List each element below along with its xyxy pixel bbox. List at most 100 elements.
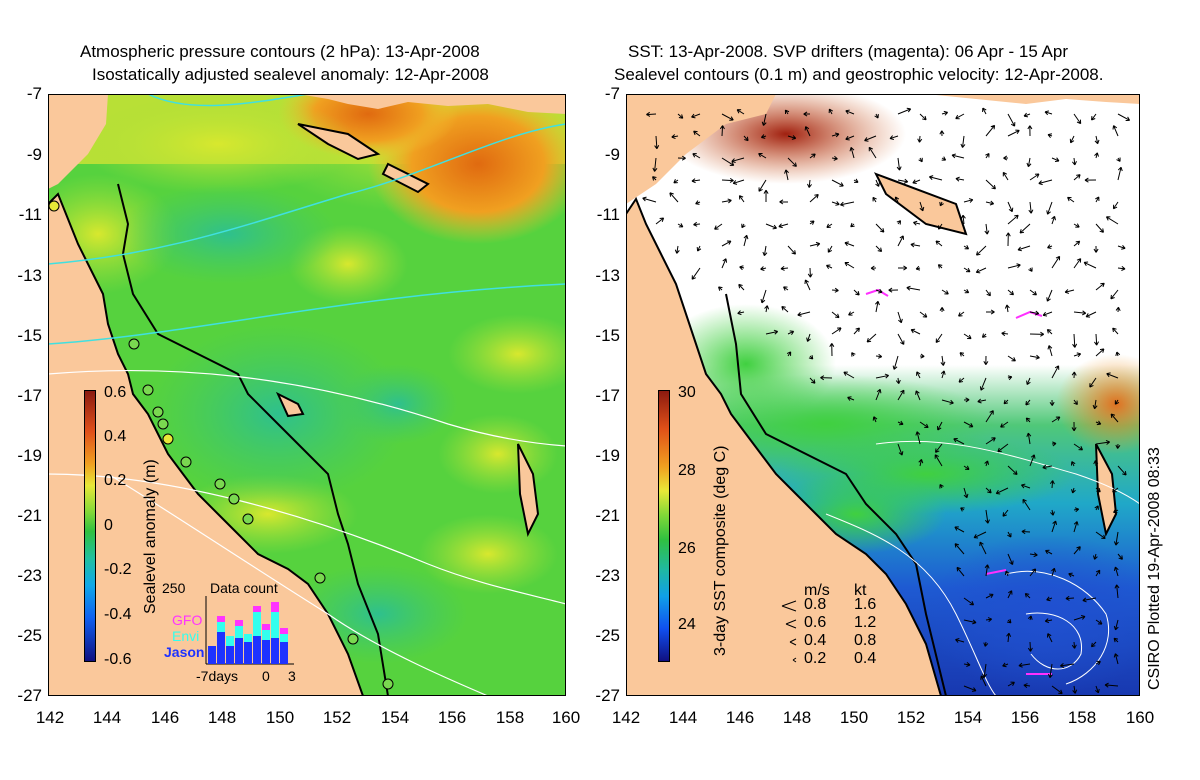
left-title-line2: Isostatically adjusted sealevel anomaly:… bbox=[92, 65, 489, 84]
right-y-label-5: -17 bbox=[595, 386, 620, 405]
velocity-arrow bbox=[939, 201, 944, 207]
left-y-label-2: -11 bbox=[18, 205, 42, 224]
velocity-arrow bbox=[691, 267, 701, 280]
velocity-arrow bbox=[995, 487, 1009, 495]
velocity-arrow bbox=[870, 265, 877, 271]
sealevel-colorbar-label-1: 0.4 bbox=[104, 428, 127, 445]
velocity-arrow bbox=[875, 373, 890, 379]
velocity-arrow bbox=[765, 223, 777, 230]
velocity-arrow bbox=[1073, 174, 1081, 181]
velocity-legend-kt-1: 1.2 bbox=[854, 614, 877, 631]
velocity-arrow bbox=[1073, 546, 1081, 555]
velocity-arrow bbox=[985, 289, 991, 297]
velocity-arrow bbox=[1028, 201, 1034, 214]
velocity-arrow bbox=[916, 371, 921, 379]
velocity-arrow bbox=[963, 288, 970, 294]
left-x-label-5: 152 bbox=[322, 708, 352, 727]
velocity-arrow bbox=[1051, 416, 1061, 423]
sst-colorbar bbox=[658, 390, 670, 662]
velocity-arrow bbox=[739, 265, 745, 271]
velocity-arrow bbox=[764, 305, 770, 313]
right-title-line1: SST: 13-Apr-2008. SVP drifters (magenta)… bbox=[628, 42, 1069, 61]
inset-x-label-2: 3 bbox=[288, 668, 296, 684]
velocity-arrow bbox=[875, 245, 883, 253]
velocity-arrow bbox=[973, 531, 987, 539]
velocity-arrow bbox=[985, 410, 994, 423]
velocity-arrow bbox=[642, 196, 657, 203]
velocity-arrow bbox=[1019, 223, 1031, 234]
velocity-arrow bbox=[778, 223, 789, 229]
sealevel-map-graphic bbox=[48, 94, 566, 696]
velocity-arrow bbox=[906, 285, 921, 291]
velocity-arrow bbox=[941, 399, 954, 405]
velocity-arrow bbox=[910, 328, 921, 335]
inset-y-max: 250 bbox=[162, 580, 186, 596]
velocity-arrow bbox=[1104, 682, 1119, 688]
velocity-arrow bbox=[1115, 306, 1121, 313]
velocity-arrow bbox=[1021, 529, 1031, 535]
velocity-arrow bbox=[829, 343, 835, 357]
velocity-arrow bbox=[1023, 683, 1031, 689]
velocity-arrow bbox=[963, 245, 970, 250]
velocity-arrow bbox=[843, 371, 855, 379]
velocity-arrow bbox=[1071, 421, 1077, 432]
velocity-arrow bbox=[940, 370, 946, 379]
left-x-label-1: 144 bbox=[92, 708, 122, 727]
velocity-arrow bbox=[1026, 377, 1031, 385]
velocity-arrow bbox=[1003, 155, 1009, 161]
velocity-arrow bbox=[1045, 549, 1053, 555]
velocity-arrow bbox=[892, 355, 899, 370]
velocity-arrow bbox=[1095, 660, 1101, 666]
velocity-arrow bbox=[958, 311, 965, 317]
velocity-arrow bbox=[1113, 653, 1119, 665]
velocity-arrow bbox=[935, 333, 943, 343]
velocity-arrow bbox=[875, 388, 882, 401]
velocity-arrow bbox=[1071, 487, 1076, 494]
velocity-arrow bbox=[1065, 595, 1075, 601]
velocity-arrow bbox=[652, 157, 658, 172]
velocity-arrow bbox=[1115, 351, 1121, 357]
velocity-arrow bbox=[781, 306, 789, 313]
velocity-arrow bbox=[1095, 487, 1101, 493]
velocity-arrow bbox=[1004, 304, 1010, 313]
velocity-arrow bbox=[1084, 177, 1097, 183]
velocity-arrow bbox=[1114, 399, 1120, 405]
velocity-arrow bbox=[917, 135, 923, 143]
velocity-arrow bbox=[1007, 465, 1018, 475]
velocity-arrow bbox=[831, 287, 839, 293]
velocity-arrow bbox=[849, 147, 855, 159]
velocity-arrow bbox=[1051, 157, 1060, 163]
velocity-arrow bbox=[1068, 572, 1075, 578]
right-x-label-5: 152 bbox=[896, 708, 926, 727]
velocity-arrow bbox=[1112, 125, 1119, 137]
velocity-arrow bbox=[875, 288, 883, 294]
velocity-arrow bbox=[787, 330, 795, 335]
velocity-arrow bbox=[844, 241, 855, 247]
velocity-arrow bbox=[919, 353, 925, 359]
velocity-arrow bbox=[895, 377, 901, 385]
velocity-arrow bbox=[1046, 596, 1053, 602]
velocity-arrow bbox=[692, 153, 701, 159]
velocity-arrow bbox=[1051, 567, 1056, 577]
velocity-arrow bbox=[827, 245, 833, 253]
velocity-arrow bbox=[1042, 464, 1053, 470]
velocity-arrow bbox=[1007, 263, 1021, 269]
velocity-arrow bbox=[888, 287, 899, 293]
velocity-arrow bbox=[875, 300, 880, 313]
sealevel-colorbar-label-2: 0.2 bbox=[104, 472, 127, 489]
velocity-arrow bbox=[1072, 685, 1078, 694]
velocity-arrow bbox=[1073, 258, 1082, 269]
velocity-arrow bbox=[850, 222, 855, 228]
velocity-arrow bbox=[963, 397, 970, 403]
velocity-arrow bbox=[1093, 460, 1099, 467]
velocity-arrow bbox=[918, 157, 923, 163]
velocity-arrow bbox=[919, 201, 925, 212]
velocity-arrow bbox=[853, 178, 859, 183]
velocity-arrow bbox=[1094, 152, 1099, 159]
sst-map-graphic bbox=[626, 94, 1140, 696]
velocity-legend-ms-2: 0.4 bbox=[804, 632, 827, 649]
left-x-label-2: 146 bbox=[150, 708, 180, 727]
velocity-arrow bbox=[804, 126, 811, 137]
right-x-label-3: 148 bbox=[782, 708, 812, 727]
velocity-arrow bbox=[1073, 310, 1087, 316]
